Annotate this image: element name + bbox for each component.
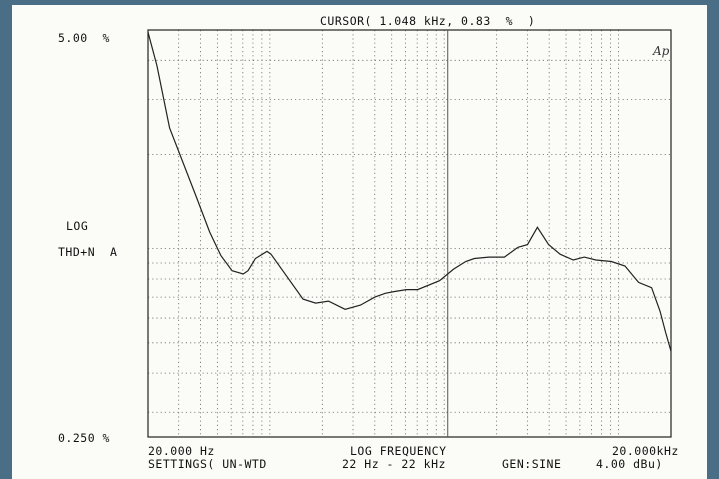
ap-logo: Ap	[652, 44, 670, 58]
plot-sheet: CURSOR( 1.048 kHz, 0.83 % ) 5.00 % LOG T…	[12, 5, 707, 479]
y-axis-min-label: 0.250 %	[58, 431, 110, 445]
chart-grid	[148, 30, 671, 437]
x-axis-title: LOG FREQUENCY	[350, 444, 447, 458]
generator-label: GEN:SINE	[502, 457, 562, 471]
thd-n-trace	[147, 32, 672, 352]
y-axis-label-line1: LOG	[66, 219, 89, 233]
x-axis-min-label: 20.000 Hz	[148, 444, 215, 458]
bandwidth-label: 22 Hz - 22 kHz	[342, 457, 446, 471]
cursor-readout: CURSOR( 1.048 kHz, 0.83 % )	[320, 14, 536, 28]
x-axis-max-label: 20.000kHz	[612, 444, 679, 458]
level-label: 4.00 dBu)	[596, 457, 663, 471]
settings-label: SETTINGS( UN-WTD	[148, 457, 267, 471]
y-axis-label-line2: THD+N A	[58, 245, 118, 259]
y-axis-max-label: 5.00 %	[58, 31, 110, 45]
plot-border	[147, 29, 672, 438]
